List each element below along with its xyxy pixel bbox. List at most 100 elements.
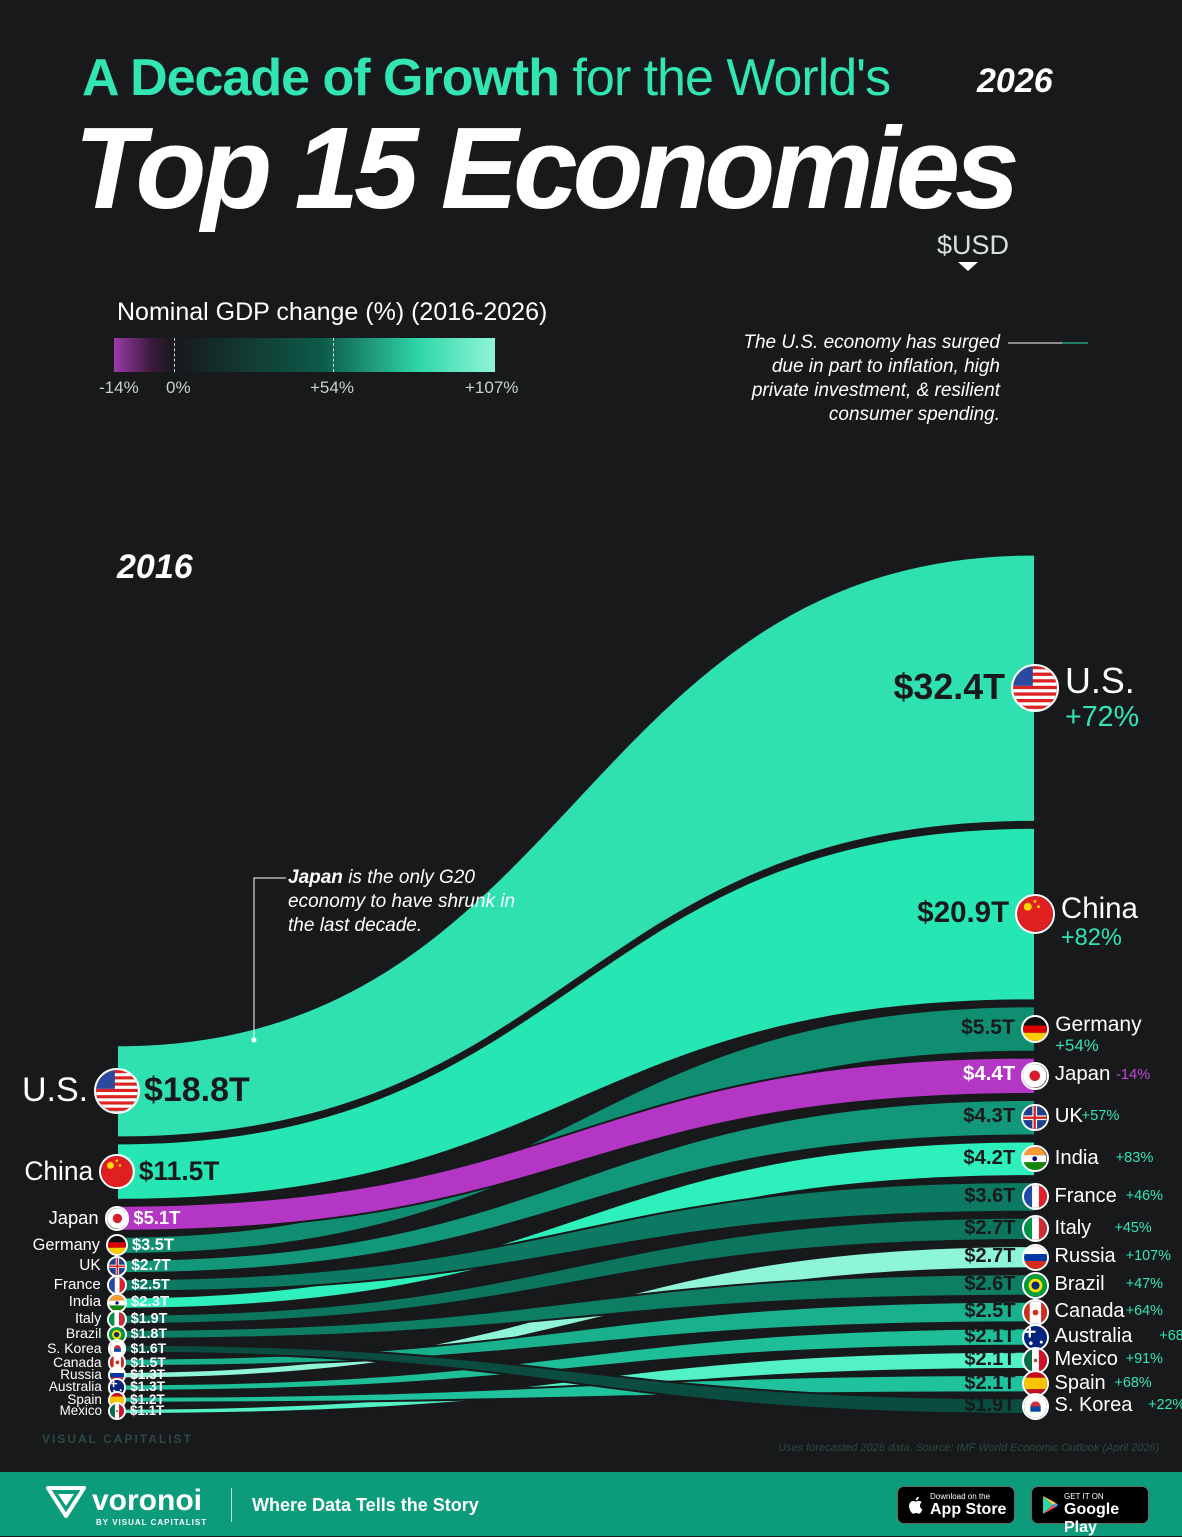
in-flag-icon [1023, 1147, 1047, 1171]
country-name-2026: Canada [1054, 1300, 1125, 1323]
tagline: Where Data Tells the Story [252, 1495, 479, 1515]
flag-2026-uk [1021, 1103, 1049, 1132]
google-play-small-text: GET IT ON [1064, 1492, 1104, 1501]
flag-2026-kr [1021, 1392, 1049, 1420]
gdp-change-2026: -14% [1115, 1066, 1151, 1083]
gdp-value-2016: $3.5T [132, 1235, 174, 1254]
country-name-2016: Spain [67, 1391, 102, 1407]
gdp-value-2026: $20.9T [917, 896, 1010, 930]
country-name-2016: Italy [74, 1310, 102, 1327]
gdp-value-2016: $1.3T [130, 1379, 165, 1395]
page-title: Top 15 Economies [74, 103, 1020, 233]
country-name-2016: Australia [48, 1379, 102, 1395]
google-play-icon [1043, 1496, 1058, 1514]
country-name-2026: Italy [1054, 1216, 1092, 1239]
gdp-change-2026: +46% [1125, 1187, 1163, 1204]
mx-flag-icon [1023, 1348, 1047, 1372]
gdp-value-2016: $2.7T [131, 1257, 171, 1275]
gdp-change-2026: +91% [1125, 1351, 1163, 1368]
gdp-value-2026: $3.6T [964, 1184, 1016, 1207]
uk-flag-icon [108, 1258, 126, 1275]
flag-2026-ca [1021, 1298, 1049, 1326]
gdp-change-2026: +107% [1125, 1248, 1171, 1265]
jp-flag-icon [1023, 1063, 1047, 1088]
country-name-2016: Japan [48, 1207, 99, 1229]
sankey-chart [116, 553, 1036, 1416]
flag-2026-jp [1021, 1061, 1049, 1090]
gdp-change-2026: +64% [1125, 1303, 1163, 1320]
voronoi-logo-text[interactable]: voronoi [92, 1484, 202, 1517]
gdp-change-2026: +22% [1148, 1397, 1182, 1414]
fr-flag-icon [1023, 1185, 1047, 1209]
country-name-2026: Japan [1054, 1063, 1111, 1086]
gdp-value-2016: $1.1T [130, 1403, 165, 1419]
gdp-value-2016: $1.9T [130, 1310, 168, 1327]
flag-2026-de [1020, 1014, 1050, 1044]
legend-tick-label: +107% [465, 378, 519, 397]
title-line1: A Decade of Growth for the World's [82, 49, 891, 107]
gdp-change-2026: +72% [1065, 700, 1140, 733]
country-name-2026: U.S. [1065, 661, 1135, 702]
ru-flag-icon [1023, 1245, 1047, 1269]
de-flag-icon [1022, 1016, 1048, 1042]
voronoi-logo-subtext: BY VISUAL CAPITALIST [96, 1518, 208, 1527]
gdp-value-2026: $2.1T [964, 1348, 1016, 1371]
flag-2016-mx [107, 1402, 127, 1421]
country-name-2026: France [1054, 1184, 1117, 1207]
gdp-value-2026: $4.4T [963, 1063, 1016, 1086]
flag-2016-us [94, 1068, 140, 1115]
jp-flag-icon [106, 1207, 128, 1229]
google-play-button[interactable]: GET IT ON Google Play [1031, 1486, 1149, 1536]
country-name-2016: Germany [32, 1235, 100, 1254]
year-2026-label: 2026 [977, 62, 1053, 100]
gdp-value-2026: $2.5T [964, 1300, 1016, 1323]
it-flag-icon [109, 1311, 125, 1327]
gdp-change-2026: +47% [1125, 1276, 1163, 1292]
gdp-change-2026: +54% [1055, 1036, 1099, 1056]
gdp-value-2016: $1.6T [130, 1340, 167, 1357]
country-name-2016: China [24, 1155, 94, 1186]
country-name-2026: India [1054, 1146, 1099, 1169]
country-name-2016: Brazil [65, 1325, 102, 1342]
uk-flag-icon [1023, 1105, 1047, 1130]
country-name-2026: China [1060, 891, 1138, 925]
legend-color-bar [114, 338, 495, 372]
flow-cn [116, 826, 1036, 1201]
gdp-value-2026: $4.3T [963, 1105, 1016, 1128]
country-name-2026: Spain [1054, 1371, 1106, 1394]
gdp-value-2016: $5.1T [133, 1207, 181, 1229]
country-name-2026: Brazil [1054, 1273, 1105, 1295]
year-2016-label: 2016 [117, 548, 193, 586]
cn-flag-icon [101, 1155, 133, 1188]
us-flag-icon [1013, 666, 1057, 711]
au-flag-icon [1023, 1325, 1047, 1349]
flow-us [116, 553, 1036, 1139]
kr-flag-icon [1023, 1394, 1047, 1418]
gdp-change-2026: +83% [1115, 1149, 1154, 1166]
app-store-button[interactable]: Download on the App Store [897, 1486, 1015, 1524]
in-flag-icon [108, 1294, 126, 1312]
flag-2016-de [105, 1234, 129, 1257]
gdp-value-2026: $4.2T [963, 1146, 1016, 1169]
gdp-change-2026: +68% [1159, 1328, 1182, 1344]
google-play-large-text: Google Play [1064, 1501, 1120, 1536]
country-name-2016: Russia [60, 1367, 102, 1382]
flag-2016-jp [104, 1205, 130, 1231]
it-flag-icon [1023, 1217, 1047, 1241]
br-flag-icon [109, 1326, 125, 1342]
ca-flag-icon [1023, 1300, 1047, 1324]
gdp-value-2016: $1.5T [130, 1353, 166, 1370]
flag-2016-uk [106, 1256, 128, 1277]
country-name-2026: Germany [1055, 1013, 1142, 1037]
legend-tick-mid [333, 338, 334, 372]
gdp-value-2026: $2.7T [964, 1245, 1016, 1268]
country-name-2016: U.S. [21, 1070, 89, 1109]
gdp-value-2026: $5.5T [961, 1016, 1015, 1040]
country-name-2016: India [68, 1294, 101, 1311]
legend-tick-zero [174, 338, 175, 372]
gdp-value-2026: $32.4T [893, 666, 1006, 707]
gdp-change-2026: +45% [1114, 1219, 1152, 1236]
app-store-small-text: Download on the [930, 1492, 991, 1501]
de-flag-icon [107, 1236, 127, 1255]
us-annotation: The U.S. economy has surged due in part … [743, 332, 1000, 425]
